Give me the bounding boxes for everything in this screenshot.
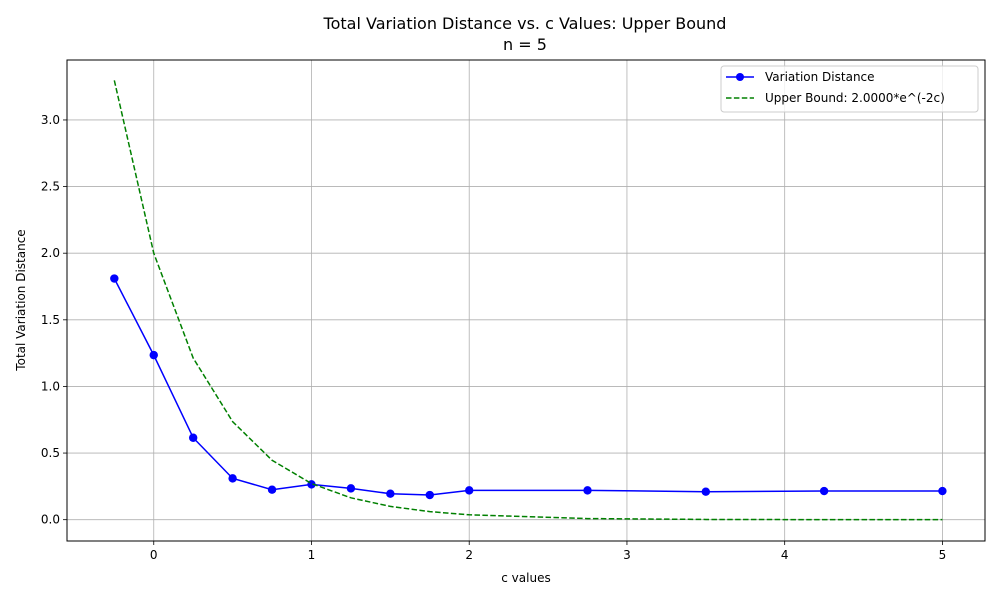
data-point-variation-distance: [149, 350, 158, 360]
x-tick-label: 3: [623, 548, 631, 562]
x-tick-label: 5: [939, 548, 947, 562]
data-point-variation-distance: [938, 486, 947, 496]
series: [110, 80, 947, 521]
x-tick-label: 2: [465, 548, 473, 562]
y-tick-label: 1.5: [41, 313, 60, 327]
legend-label-upper-bound: Upper Bound: 2.0000*e^(-2c): [765, 91, 945, 105]
y-tick-label: 3.0: [41, 113, 60, 127]
data-point-variation-distance: [583, 486, 592, 495]
chart-title: Total Variation Distance vs. c Values: U…: [323, 14, 727, 33]
chart-subtitle: n = 5: [503, 35, 547, 54]
y-tick-label: 2.0: [41, 246, 60, 260]
y-tick-label: 2.5: [41, 180, 60, 194]
data-point-variation-distance: [110, 274, 119, 283]
y-tick-label: 0.5: [41, 446, 60, 460]
plot-frame: [66, 59, 986, 542]
series-line-upper-bound: [113, 80, 943, 521]
x-tick-label: 4: [781, 548, 789, 562]
data-point-variation-distance: [346, 484, 356, 493]
y-axis-label: Total Variation Distance: [14, 229, 28, 371]
legend-marker-variation-distance: [736, 73, 744, 81]
data-point-variation-distance: [425, 490, 434, 500]
legend: Variation Distance Upper Bound: 2.0000*e…: [720, 65, 979, 113]
data-point-variation-distance: [701, 487, 711, 496]
data-point-variation-distance: [819, 486, 829, 496]
x-tick-label: 0: [150, 548, 158, 562]
y-tick-label: 0.0: [41, 513, 60, 527]
data-point-variation-distance: [228, 474, 237, 483]
data-point-variation-distance: [465, 486, 474, 495]
data-point-variation-distance: [267, 485, 277, 494]
y-tick-label: 1.0: [41, 379, 60, 393]
x-axis-label: c values: [501, 571, 550, 585]
legend-label-variation-distance: Variation Distance: [765, 70, 875, 84]
x-tick-label: 1: [308, 548, 316, 562]
axis-ticks: 0 1 2 3 4 5 0.0 0.5 1.0 1.5 2.0 2.5 3.0: [41, 113, 946, 562]
data-point-variation-distance: [188, 433, 198, 442]
data-point-variation-distance: [386, 489, 395, 498]
series-line-variation-distance: [113, 278, 943, 496]
legend-box: [720, 65, 979, 113]
